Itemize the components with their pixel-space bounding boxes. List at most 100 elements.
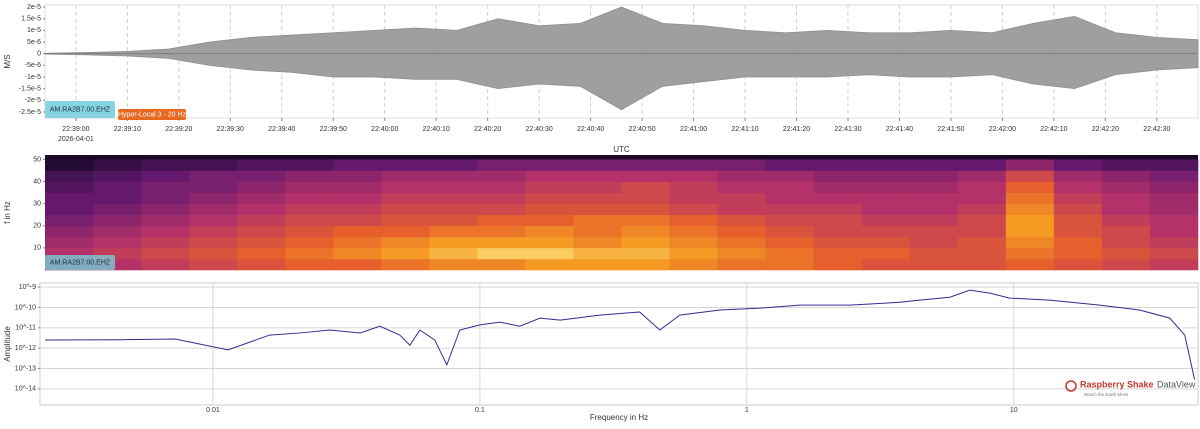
spectrogram-cell	[189, 170, 238, 182]
spectrogram-cell	[45, 247, 94, 260]
spectrogram-cell	[573, 203, 622, 216]
spectrogram-cell	[45, 159, 94, 171]
x-tick-label: 22:40:20	[474, 126, 501, 133]
spectrogram-cell	[285, 181, 334, 193]
spectrogram-cell	[477, 225, 526, 238]
spectrogram-cell	[1053, 159, 1103, 171]
spectrogram-cell	[381, 159, 430, 171]
spectrogram-cell	[141, 236, 190, 249]
spectrogram-cell	[861, 192, 911, 204]
spectrogram-cell	[765, 203, 814, 216]
spectrogram-cell	[333, 192, 382, 204]
spectrogram-cell	[621, 225, 670, 238]
x-tick-label: 22:41:20	[783, 126, 810, 133]
y-tick-label: 2e-5	[27, 4, 41, 11]
spectrogram-cell	[1149, 192, 1199, 204]
spectrogram-cell	[285, 258, 334, 271]
spectrogram-cell	[1101, 181, 1151, 193]
spectrogram-cell	[861, 170, 911, 182]
spectrogram-cell	[189, 258, 238, 271]
spectrogram-cell	[525, 247, 574, 260]
station-badge	[45, 101, 115, 118]
spectrogram-cell	[237, 236, 286, 249]
y-tick-label: 0	[37, 51, 41, 58]
spectrogram-cell	[525, 236, 574, 249]
spectrogram-cell	[1101, 192, 1151, 204]
spectrogram-cell	[381, 258, 430, 271]
x-tick-label: 22:42:00	[989, 126, 1016, 133]
spectrogram-cell	[909, 203, 959, 216]
spectrogram-cell	[1149, 247, 1199, 260]
spectrogram-cell	[669, 258, 718, 271]
spectrogram-cell	[669, 192, 718, 204]
spectrogram-cell	[1005, 192, 1055, 204]
spectrogram-cell	[621, 159, 670, 171]
spectrogram-cell	[813, 192, 863, 204]
spectrogram-cell	[333, 203, 382, 216]
spectrogram-cell	[45, 225, 94, 238]
spectrogram-cell	[621, 181, 670, 193]
spectrogram-cell	[765, 236, 814, 249]
spectrogram-cell	[1053, 203, 1103, 216]
spectrogram-cell	[477, 192, 526, 204]
spectrogram-cell	[333, 214, 382, 227]
spectrogram-cell	[189, 159, 238, 171]
spectrogram-cell	[1005, 247, 1055, 260]
spectrogram-cell	[957, 214, 1007, 227]
x-tick-label: 0.01	[206, 407, 220, 414]
spectrogram-cell	[1149, 181, 1199, 193]
x-date-label: 2026-04-01	[58, 136, 94, 143]
brand-name: Raspberry Shake	[1080, 379, 1154, 389]
spectrogram-cell	[861, 258, 911, 271]
spectrogram-cell	[765, 181, 814, 193]
x-tick-label: 22:39:30	[217, 126, 244, 133]
spectrogram-cell	[189, 214, 238, 227]
spectrogram-cell	[765, 192, 814, 204]
spectrogram-cell	[1005, 214, 1055, 227]
spectrogram-cell	[765, 225, 814, 238]
x-tick-label: 22:40:10	[423, 126, 450, 133]
spectrogram-cell	[285, 203, 334, 216]
spectrogram-cell	[381, 236, 430, 249]
spectrogram-cell	[909, 181, 959, 193]
spectrogram-cell	[621, 214, 670, 227]
spectrum-line	[45, 289, 1196, 380]
spectrogram-cell	[957, 236, 1007, 249]
spectrogram-cell	[909, 159, 959, 171]
y-tick-label: -5e-6	[25, 62, 41, 69]
spectrogram-cell	[1005, 181, 1055, 193]
spectrogram-cell	[93, 258, 142, 271]
spectrogram-cell	[1101, 225, 1151, 238]
spectrogram-cell	[861, 181, 911, 193]
spectrogram-cell	[237, 170, 286, 182]
spectrogram-cell	[429, 247, 478, 260]
spectrogram-cell	[141, 159, 190, 171]
spectrogram-cell	[429, 258, 478, 271]
y-tick-label: 10	[33, 245, 41, 252]
x-tick-label: 22:39:50	[320, 126, 347, 133]
spectrogram-cell	[1149, 225, 1199, 238]
brand-logo	[1065, 380, 1077, 392]
x-tick-label: 22:41:50	[937, 126, 964, 133]
spectrogram-cell	[573, 181, 622, 193]
spectrogram-cell	[621, 192, 670, 204]
x-tick-label: 22:39:40	[268, 126, 295, 133]
spectrogram-cell	[717, 170, 766, 182]
spectrogram-cell	[669, 181, 718, 193]
spectrogram-cell	[285, 159, 334, 171]
spectrogram-cell	[237, 192, 286, 204]
spectrogram-cell	[717, 258, 766, 271]
spectrogram-cell	[333, 181, 382, 193]
x-axis-title: Frequency in Hz	[590, 413, 648, 422]
spectrogram-cell	[381, 247, 430, 260]
y-axis-title: Amplitude	[3, 326, 12, 362]
spectrogram-cell	[957, 159, 1007, 171]
spectrogram-cell	[525, 203, 574, 216]
spectrogram-cell	[93, 236, 142, 249]
spectrogram-cell	[333, 159, 382, 171]
spectrogram-cell	[429, 192, 478, 204]
spectrogram-cell	[237, 258, 286, 271]
spectrogram-cell	[93, 170, 142, 182]
spectrogram-cell	[1005, 236, 1055, 249]
